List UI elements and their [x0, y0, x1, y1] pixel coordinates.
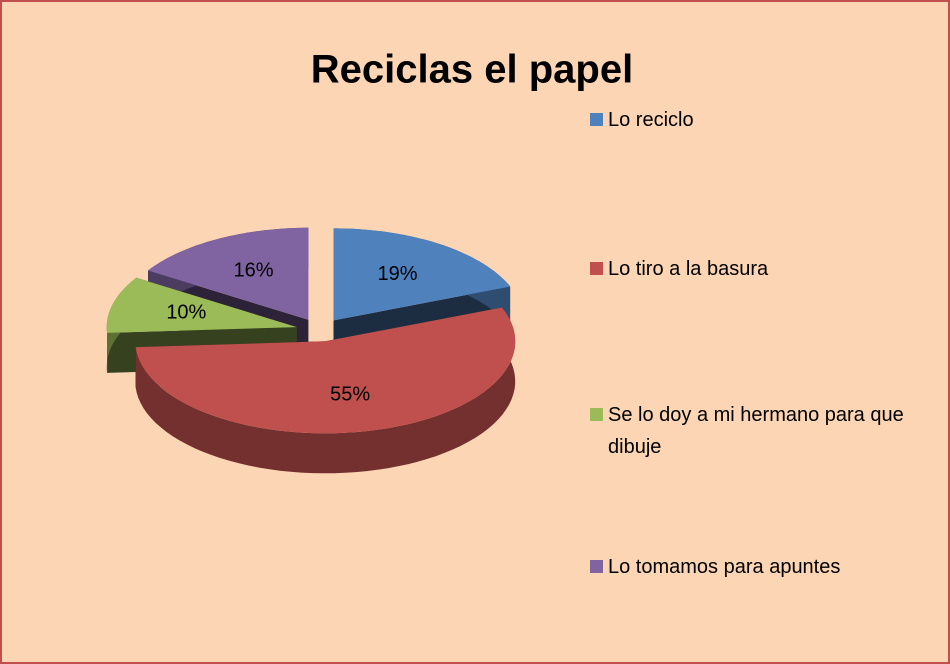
legend-item: Lo tiro a la basura: [590, 253, 935, 285]
slice: [106, 277, 297, 333]
data-label: 16%: [234, 260, 274, 282]
legend-label: Lo tomamos para apuntes: [608, 556, 841, 578]
data-label: 55%: [330, 383, 370, 405]
legend-swatch: [590, 113, 603, 126]
legend-swatch: [590, 262, 603, 275]
slice: [333, 228, 511, 321]
chart-title: Reciclas el papel: [311, 48, 633, 92]
legend-item: Lo tomamos para apuntes: [590, 551, 935, 583]
slice-side: [135, 307, 516, 474]
legend-swatch: [590, 408, 603, 421]
slice: [135, 307, 516, 434]
data-label: 19%: [378, 263, 418, 285]
data-label: 10%: [166, 302, 206, 324]
legend-item: Se lo doy a mi hermano para que dibuje: [590, 399, 935, 463]
legend-item: Lo reciclo: [590, 104, 935, 136]
legend-label: Se lo doy a mi hermano para que dibuje: [608, 404, 904, 458]
slice: [148, 227, 309, 320]
legend-label: Lo tiro a la basura: [608, 258, 769, 280]
legend-swatch: [590, 560, 603, 573]
legend-label: Lo reciclo: [608, 109, 694, 131]
